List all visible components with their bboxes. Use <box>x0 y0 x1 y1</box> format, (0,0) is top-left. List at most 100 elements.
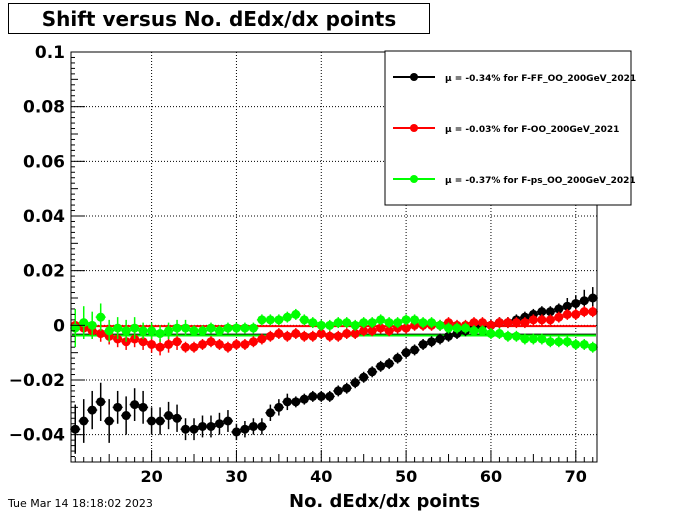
data-point <box>384 326 394 336</box>
data-point <box>231 339 241 349</box>
y-tick-label: 0.06 <box>23 152 65 172</box>
data-point <box>87 320 97 330</box>
data-point <box>265 315 275 325</box>
data-point <box>172 413 182 423</box>
y-tick-label: 0 <box>53 316 65 336</box>
data-point <box>444 323 454 333</box>
data-point <box>214 419 224 429</box>
data-point <box>282 312 292 322</box>
data-points <box>70 287 598 454</box>
data-point <box>223 416 233 426</box>
data-point <box>291 309 301 319</box>
data-point <box>240 424 250 434</box>
y-tick-label: −0.04 <box>9 426 65 446</box>
data-point <box>265 331 275 341</box>
data-point <box>299 315 309 325</box>
data-point <box>181 342 191 352</box>
data-point <box>96 329 106 339</box>
data-point <box>291 329 301 339</box>
data-point <box>189 326 199 336</box>
x-tick-label: 20 <box>140 467 162 486</box>
data-point <box>172 323 182 333</box>
data-point <box>588 293 598 303</box>
data-point <box>147 326 157 336</box>
data-point <box>537 334 547 344</box>
data-point <box>401 348 411 358</box>
data-point <box>342 383 352 393</box>
data-point <box>189 342 199 352</box>
data-point <box>79 416 89 426</box>
data-point <box>571 298 581 308</box>
data-point <box>494 318 504 328</box>
data-point <box>316 320 326 330</box>
data-point <box>155 416 165 426</box>
data-point <box>418 318 428 328</box>
data-point <box>503 318 513 328</box>
data-point <box>486 320 496 330</box>
data-point <box>444 331 454 341</box>
data-point <box>274 315 284 325</box>
data-point <box>469 326 479 336</box>
data-point <box>528 315 538 325</box>
data-point <box>376 361 386 371</box>
y-tick-label: 0.08 <box>23 98 65 118</box>
data-point <box>579 339 589 349</box>
data-point <box>393 353 403 363</box>
legend: μ = -0.34% for F-FF_OO_200GeV_2021 μ = -0… <box>384 50 636 206</box>
data-point <box>477 318 487 328</box>
data-point <box>181 323 191 333</box>
data-point <box>189 424 199 434</box>
data-point <box>554 337 564 347</box>
data-point <box>299 331 309 341</box>
data-point <box>427 318 437 328</box>
data-point <box>164 339 174 349</box>
data-point <box>477 326 487 336</box>
data-point <box>367 326 377 336</box>
legend-marker <box>410 175 418 183</box>
data-point <box>562 301 572 311</box>
data-point <box>571 339 581 349</box>
data-point <box>87 405 97 415</box>
data-point <box>181 424 191 434</box>
data-point <box>486 329 496 339</box>
data-point <box>520 318 530 328</box>
data-series <box>70 303 598 353</box>
x-tick-label: 60 <box>480 467 502 486</box>
data-point <box>342 329 352 339</box>
data-point <box>333 318 343 328</box>
data-point <box>299 394 309 404</box>
legend-label: μ = -0.03% for F-OO_200GeV_2021 <box>445 125 619 135</box>
data-point <box>291 397 301 407</box>
data-point <box>206 323 216 333</box>
data-point <box>96 312 106 322</box>
data-point <box>316 391 326 401</box>
data-point <box>104 326 114 336</box>
data-point <box>274 329 284 339</box>
data-point <box>155 329 165 339</box>
data-point <box>155 342 165 352</box>
data-point <box>325 331 335 341</box>
data-point <box>520 334 530 344</box>
data-point <box>265 408 275 418</box>
data-point <box>537 315 547 325</box>
data-point <box>376 315 386 325</box>
data-point <box>393 318 403 328</box>
data-point <box>367 367 377 377</box>
data-point <box>113 323 123 333</box>
data-point <box>164 411 174 421</box>
data-point <box>571 309 581 319</box>
data-point <box>562 309 572 319</box>
data-point <box>130 323 140 333</box>
data-point <box>257 315 267 325</box>
data-point <box>359 372 369 382</box>
x-tick-label: 40 <box>310 467 332 486</box>
data-point <box>528 334 538 344</box>
legend-marker <box>410 124 418 132</box>
data-point <box>130 400 140 410</box>
data-point <box>333 331 343 341</box>
data-point <box>223 342 233 352</box>
data-point <box>562 337 572 347</box>
data-point <box>333 386 343 396</box>
y-tick-label: 0.02 <box>23 262 65 282</box>
